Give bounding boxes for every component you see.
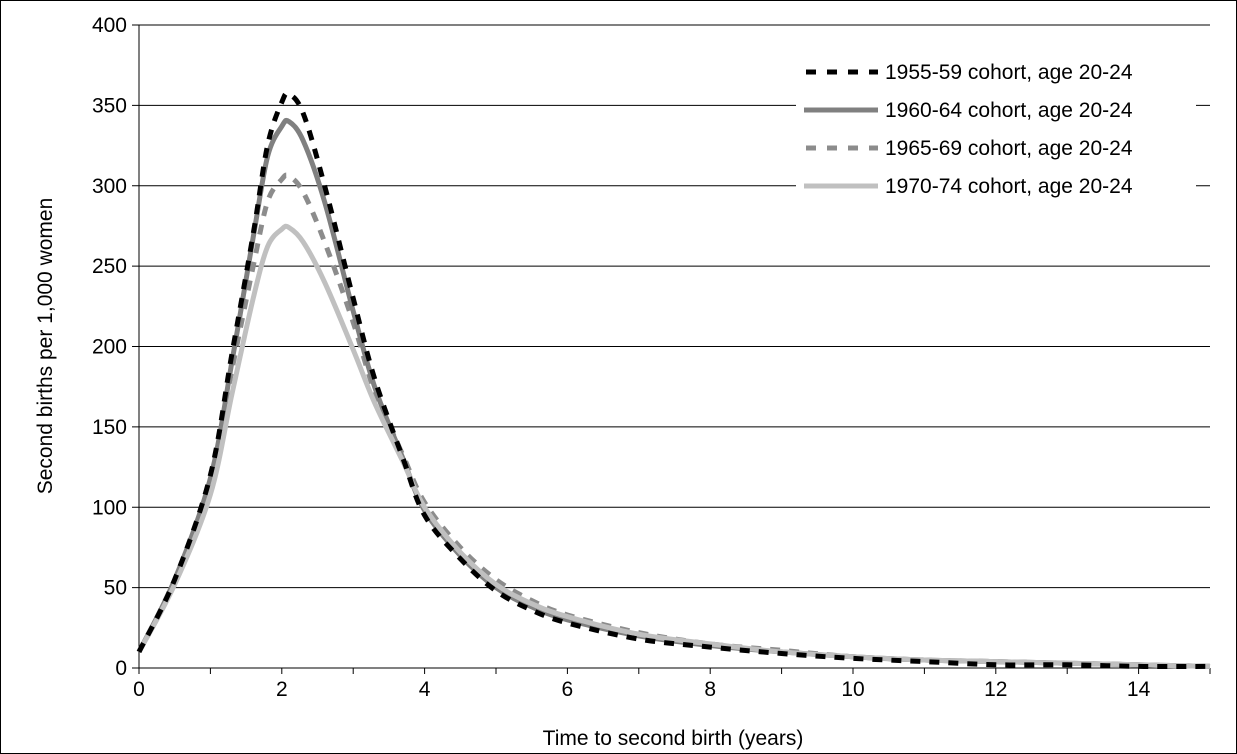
y-tick-label: 300 — [92, 175, 127, 198]
y-tick-label: 350 — [92, 94, 127, 117]
y-tick-label: 250 — [92, 255, 127, 278]
x-tick-label: 6 — [562, 678, 574, 701]
y-tick-label: 100 — [92, 496, 127, 519]
y-tick-label: 50 — [104, 577, 127, 600]
series-lines — [136, 90, 1211, 670]
legend: 1955-59 cohort, age 20-24 1960-64 cohort,… — [796, 50, 1196, 206]
y-tick-label: 150 — [92, 416, 127, 439]
legend-label: 1965-69 cohort, age 20-24 — [885, 137, 1133, 160]
x-tick-label: 14 — [1127, 678, 1151, 701]
legend-background — [796, 50, 1196, 206]
series-line-4 — [136, 223, 1211, 669]
x-tick-label: 4 — [419, 678, 431, 701]
y-tick-label: 400 — [92, 14, 127, 37]
x-axis-title: Time to second birth (years) — [543, 727, 804, 750]
series-line-3 — [136, 172, 1211, 669]
y-axis-title: Second births per 1,000 women — [34, 198, 57, 495]
x-tick-label: 2 — [276, 678, 288, 701]
legend-label: 1955-59 cohort, age 20-24 — [885, 61, 1133, 84]
y-tick-label: 0 — [115, 657, 127, 680]
x-tick-label: 8 — [704, 678, 716, 701]
x-tick-label: 12 — [984, 678, 1007, 701]
legend-label: 1970-74 cohort, age 20-24 — [885, 175, 1133, 198]
x-tick-label: 10 — [841, 678, 864, 701]
legend-label: 1960-64 cohort, age 20-24 — [885, 99, 1133, 122]
axes: 0 50 100 150 200 250 300 350 400 0 2 4 6 8 10 12 14 — [92, 14, 1211, 701]
y-tick-label: 200 — [92, 336, 127, 359]
series-line-1 — [136, 90, 1211, 670]
x-tick-label: 0 — [133, 678, 145, 701]
